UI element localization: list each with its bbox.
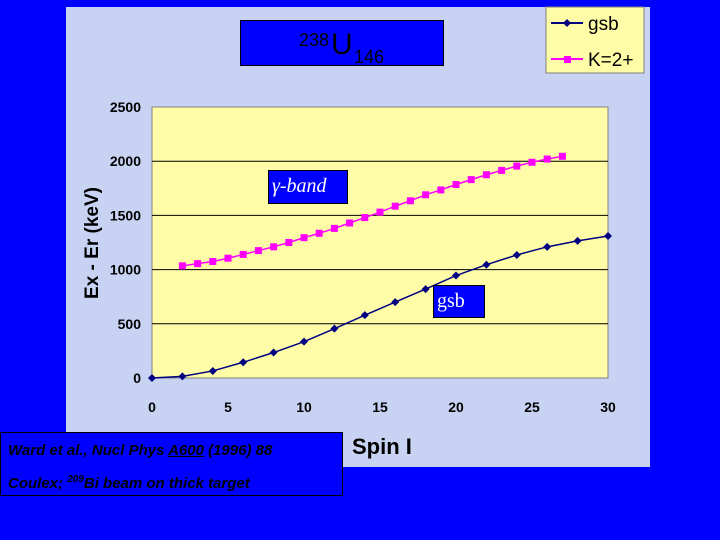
element-symbol: U <box>331 28 353 61</box>
legend: gsb K=2+ <box>545 6 645 74</box>
legend-k2-label: K=2+ <box>588 50 633 71</box>
x-tick-label: 15 <box>372 399 388 415</box>
x-tick-label: 5 <box>224 399 232 415</box>
data-point <box>558 152 566 160</box>
data-point <box>573 236 582 245</box>
data-point <box>270 243 278 251</box>
data-point <box>482 260 491 269</box>
data-point <box>300 234 308 242</box>
x-tick-label: 10 <box>296 399 312 415</box>
y-tick-label: 2000 <box>110 153 141 169</box>
neutron-number: 146 <box>354 47 385 67</box>
data-point <box>300 337 308 346</box>
data-point <box>285 239 293 246</box>
data-point <box>224 254 232 262</box>
y-tick-label: 1000 <box>110 262 141 278</box>
nucleus-title: 238 U 146 <box>240 20 444 67</box>
data-point <box>346 219 354 227</box>
x-tick-label: 25 <box>524 399 540 415</box>
data-point <box>452 271 460 280</box>
data-point <box>361 214 369 222</box>
y-tick-label: 1500 <box>110 207 141 223</box>
y-tick-labels: 0 500 1000 1500 2000 2500 <box>110 99 141 386</box>
data-point <box>391 202 399 210</box>
data-point <box>437 186 445 194</box>
x-axis-title: Spin I <box>352 434 412 459</box>
plot-area <box>151 106 609 379</box>
data-point <box>482 171 490 179</box>
series-line-0 <box>151 235 609 379</box>
y-tick-label: 500 <box>118 316 142 332</box>
reference-line-2: Coulex; 209Bi beam on thick target <box>8 474 250 492</box>
reference-mass: 209 <box>67 474 84 485</box>
gsb-band-label: gsb <box>433 285 485 318</box>
reference-box: Ward et al., Nucl Phys A600 (1996) 88 Co… <box>0 432 343 496</box>
y-tick-label: 2500 <box>110 99 141 115</box>
mass-number: 238 <box>299 30 330 50</box>
data-point <box>269 348 278 357</box>
x-tick-labels: 0 5 10 15 20 25 30 <box>148 399 616 415</box>
data-point <box>512 250 521 259</box>
y-axis-title: Ex - Er (keV) <box>82 187 103 299</box>
x-tick-label: 0 <box>148 399 156 415</box>
data-point <box>239 358 248 367</box>
y-tick-label: 0 <box>133 370 141 386</box>
data-point <box>467 176 475 184</box>
x-tick-label: 30 <box>600 399 616 415</box>
data-point <box>360 311 369 320</box>
data-point <box>178 372 187 381</box>
legend-box <box>545 6 645 74</box>
legend-gsb-label: gsb <box>588 14 619 35</box>
data-point <box>194 260 202 268</box>
data-point <box>543 155 551 163</box>
reference-line-1: Ward et al., Nucl Phys A600 (1996) 88 <box>8 442 273 459</box>
data-point <box>391 298 400 307</box>
data-point <box>209 257 217 265</box>
data-point <box>604 231 612 240</box>
series-layer <box>148 152 612 382</box>
data-point <box>452 181 460 189</box>
legend-gsb-marker <box>563 19 571 27</box>
data-point <box>208 366 217 375</box>
data-point <box>330 324 339 333</box>
data-point <box>422 191 430 199</box>
gamma-band-label: γ-band <box>268 170 348 204</box>
data-point <box>148 374 156 382</box>
data-point <box>315 229 323 237</box>
data-point <box>421 285 430 294</box>
data-point <box>254 247 262 255</box>
legend-k2-marker <box>564 56 571 63</box>
data-point <box>239 250 247 258</box>
data-point <box>498 166 506 174</box>
data-point <box>406 197 414 205</box>
data-point <box>376 208 384 216</box>
data-point <box>513 162 521 170</box>
x-tick-label: 20 <box>448 399 464 415</box>
data-point <box>330 224 338 232</box>
data-point <box>528 158 536 166</box>
data-point <box>543 242 552 251</box>
data-point <box>178 262 186 270</box>
reference-volume: A600 <box>168 442 204 459</box>
